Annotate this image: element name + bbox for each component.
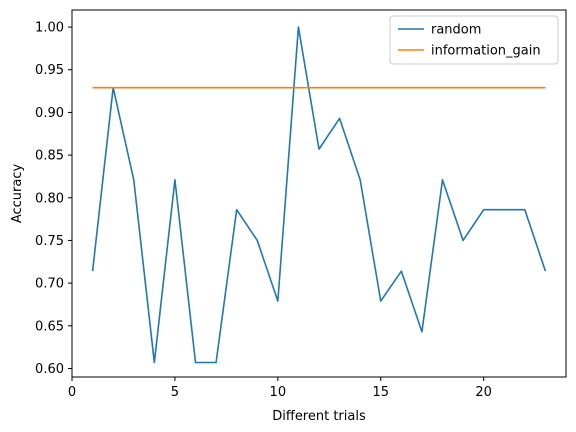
- y-tick-label: 0.80: [35, 191, 64, 206]
- y-tick-label: 0.70: [35, 277, 64, 292]
- series-line-random: [91, 26, 547, 364]
- y-tick-label: 0.65: [35, 319, 64, 334]
- axes-frame: [71, 9, 567, 378]
- legend-label: random: [431, 23, 481, 38]
- x-axis-label: Different trials: [272, 409, 366, 424]
- legend: random information_gain: [389, 15, 559, 65]
- x-tick-label: 5: [171, 385, 179, 400]
- plot-area: [91, 26, 547, 364]
- y-tick-label: 1.00: [35, 21, 64, 36]
- y-axis: 0.60 0.65 0.70 0.75 0.80 0.85 0.90 0.95 1.00: [35, 21, 72, 377]
- x-tick-label: 20: [475, 385, 492, 400]
- legend-box: [389, 15, 559, 65]
- y-axis-label: Accuracy: [10, 164, 25, 224]
- y-tick-label: 0.95: [35, 63, 64, 78]
- y-tick-label: 0.90: [35, 106, 64, 121]
- legend-label: information_gain: [431, 44, 541, 59]
- y-tick-label: 0.85: [35, 149, 64, 164]
- x-tick-label: 15: [372, 385, 389, 400]
- y-tick-label: 0.60: [35, 362, 64, 377]
- y-tick-label: 0.75: [35, 234, 64, 249]
- x-tick-label: 0: [68, 385, 76, 400]
- x-axis: 0 5 10 15 20: [68, 377, 492, 400]
- x-tick-label: 10: [270, 385, 287, 400]
